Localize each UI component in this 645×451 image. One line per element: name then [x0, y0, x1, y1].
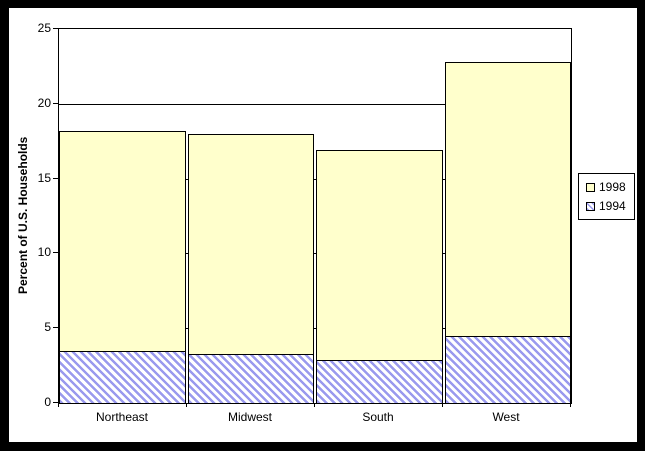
gridline-10 — [59, 253, 571, 255]
x-tick-mark — [570, 403, 571, 407]
bar-segment-1994 — [187, 355, 314, 403]
y-tick-label-20: 20 — [37, 95, 51, 110]
x-tick-mark — [58, 403, 59, 407]
bar-west — [444, 29, 571, 403]
y-tick-label-10: 10 — [37, 245, 51, 260]
x-label-south: South — [362, 410, 394, 424]
legend: 1998 1994 — [578, 173, 635, 220]
y-tick-label-5: 5 — [44, 320, 51, 335]
bar-segment-1998 — [59, 130, 186, 353]
bar-segment-1994 — [444, 337, 571, 403]
bars-group — [59, 29, 571, 403]
bar-south — [316, 29, 443, 403]
chart-canvas: Percent of U.S. Households 1998 1994 0 5 10… — [9, 8, 637, 442]
plot-area — [58, 28, 572, 404]
y-tick-mark — [53, 327, 58, 329]
y-tick-label-15: 15 — [37, 170, 51, 185]
x-tick-mark — [442, 403, 443, 407]
x-tick-mark — [314, 403, 315, 407]
legend-swatch-1998 — [586, 182, 595, 192]
y-tick-mark — [53, 102, 58, 104]
bar-segment-1998 — [187, 133, 314, 356]
x-label-northeast: Northeast — [95, 410, 149, 424]
x-label-west: West — [492, 410, 520, 424]
legend-item-1994: 1994 — [586, 200, 626, 212]
y-axis-title: Percent of U.S. Households — [16, 136, 30, 294]
bar-midwest — [187, 29, 314, 403]
y-tick-label-25: 25 — [37, 21, 51, 35]
legend-label: 1994 — [599, 199, 626, 213]
y-tick-mark — [53, 28, 58, 29]
x-axis-labels: Northeast Midwest South West — [58, 410, 570, 424]
bar-northeast — [59, 29, 186, 403]
legend-item-1998: 1998 — [586, 181, 626, 193]
legend-swatch-1994 — [586, 201, 595, 211]
x-tick-mark — [186, 403, 187, 407]
gridline-5 — [59, 328, 571, 330]
y-tick-label-0: 0 — [44, 395, 51, 409]
gridline-15 — [59, 178, 571, 180]
gridline-20 — [59, 103, 571, 105]
y-tick-mark — [53, 177, 58, 179]
x-label-midwest: Midwest — [227, 410, 272, 424]
bar-segment-1994 — [316, 361, 443, 403]
y-tick-mark — [53, 402, 58, 403]
bar-segment-1998 — [444, 61, 571, 338]
bar-segment-1994 — [59, 352, 186, 403]
y-tick-mark — [53, 252, 58, 254]
bar-segment-1998 — [316, 150, 443, 362]
legend-label: 1998 — [599, 180, 626, 194]
